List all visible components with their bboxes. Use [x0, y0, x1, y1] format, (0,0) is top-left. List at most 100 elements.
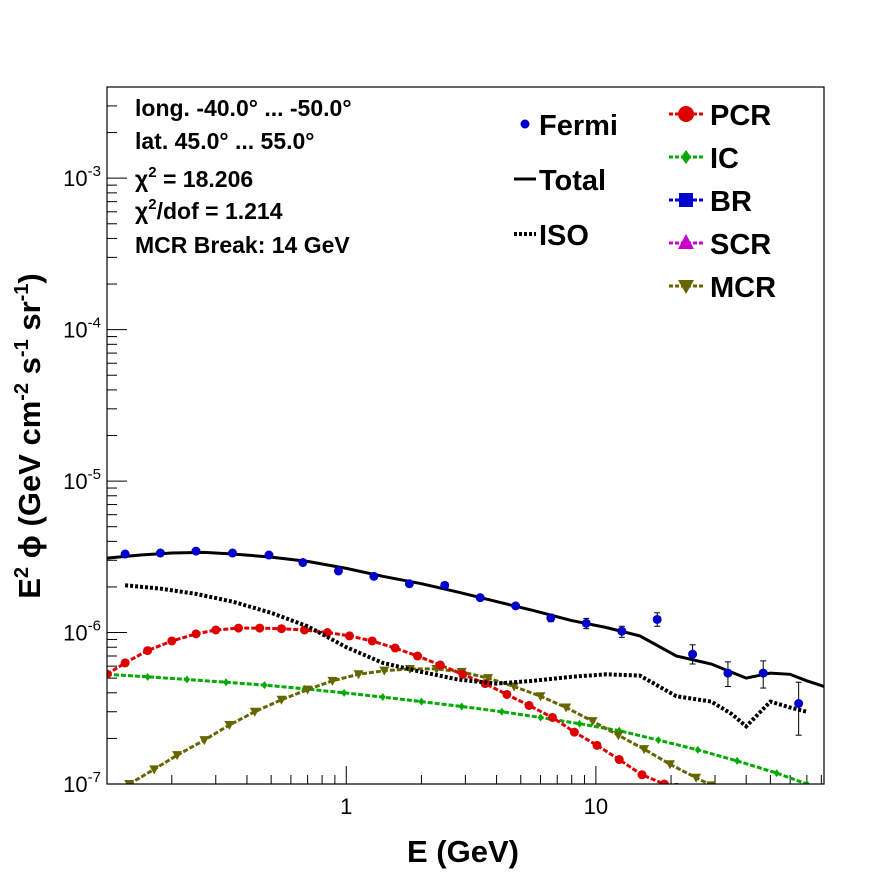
- pcr-point: [502, 689, 512, 699]
- ylabel-phi: ϕ (GeV cm: [12, 401, 47, 567]
- chi2-exponent: 2: [148, 164, 156, 181]
- pcr-point: [413, 651, 423, 661]
- legend-fermi-marker: [520, 119, 530, 129]
- x-tick-label: 1: [340, 794, 352, 819]
- ic-point: [223, 678, 230, 687]
- mcr-point: [276, 695, 287, 705]
- chi2-dof-annotation: χ2/dof = 1.214: [135, 196, 283, 224]
- fermi-point: [723, 668, 733, 678]
- legend-scr-label: SCR: [710, 229, 771, 261]
- legend-mcr-marker: [678, 280, 694, 294]
- mcr-point: [199, 736, 210, 746]
- pcr-point: [344, 631, 354, 641]
- pcr-point: [659, 779, 669, 784]
- ylabel-sup-cm: -2: [11, 383, 33, 401]
- fermi-point: [404, 579, 414, 589]
- mcr-point: [149, 765, 160, 775]
- pcr-point: [524, 700, 534, 710]
- ic-point: [734, 756, 741, 765]
- legend-ic-marker: [681, 150, 691, 164]
- legend-br-marker: [679, 193, 693, 207]
- ic-point: [418, 697, 425, 706]
- chi2-annotation: χ2 = 18.206: [135, 164, 253, 192]
- chi2dof-value: /dof = 1.214: [157, 198, 283, 224]
- legend-scr-marker: [678, 234, 694, 249]
- fermi-point: [369, 571, 379, 581]
- mcr-break-annotation: MCR Break: 14 GeV: [135, 232, 350, 258]
- ic-point: [694, 745, 701, 754]
- mcr-point: [535, 692, 546, 702]
- ic-point: [183, 675, 190, 684]
- ic-point: [458, 702, 465, 711]
- ic-point: [803, 780, 810, 784]
- fermi-point: [227, 548, 237, 558]
- pcr-point: [211, 625, 221, 635]
- fermi-point: [333, 566, 343, 576]
- pcr-point: [255, 623, 265, 633]
- fermi-point: [652, 614, 662, 624]
- mcr-point: [706, 781, 717, 784]
- fermi-point: [440, 580, 450, 590]
- pcr-point: [107, 669, 112, 679]
- mcr-point: [327, 676, 338, 686]
- iso-line: [124, 583, 808, 730]
- chi2-value: = 18.206: [157, 166, 254, 192]
- mcr-point: [379, 666, 390, 676]
- axis-ticks: 1 10 10-7 10-6 10-5 10-4 10-3: [63, 86, 822, 819]
- mcr-point: [172, 751, 183, 761]
- pcr-line: [107, 626, 670, 784]
- ic-point: [498, 707, 505, 716]
- ic-point: [655, 736, 662, 745]
- fermi-point: [298, 558, 308, 568]
- y-tick-label: 10-5: [63, 466, 101, 494]
- y-tick-label: 10-3: [63, 163, 101, 191]
- fermi-point: [155, 548, 165, 558]
- pcr-point: [390, 643, 400, 653]
- fermi-point: [511, 601, 521, 611]
- fermi-point: [758, 668, 768, 678]
- x-axis-title: E (GeV): [407, 834, 519, 869]
- fermi-point: [191, 546, 201, 556]
- mcr-point: [249, 707, 260, 717]
- ylabel-sup-s: -1: [11, 339, 33, 357]
- mcr-point: [124, 780, 135, 784]
- pcr-point: [435, 660, 445, 670]
- y-tick-label: 10-4: [63, 315, 101, 343]
- pcr-point: [191, 629, 201, 639]
- chi-symbol: χ: [135, 198, 149, 224]
- legend-br-label: BR: [710, 186, 752, 218]
- legend-iso-label: ISO: [539, 220, 589, 252]
- fermi-point: [546, 613, 556, 623]
- mcr-point: [639, 745, 650, 755]
- ylabel-close: ): [12, 273, 47, 283]
- pcr-point: [569, 727, 579, 737]
- y-tick-label: 10-6: [63, 618, 101, 646]
- ylabel-s: s: [12, 357, 47, 383]
- fermi-point: [264, 550, 274, 560]
- pcr-point: [614, 755, 624, 765]
- ylabel-sr: sr: [12, 301, 47, 339]
- ylabel-sup-sr: -1: [11, 284, 33, 302]
- mcr-point: [224, 721, 235, 731]
- pcr-point: [458, 669, 468, 679]
- mcr-point: [664, 760, 675, 770]
- ic-point: [537, 713, 544, 722]
- chi2dof-exponent: 2: [148, 196, 156, 213]
- pcr-point: [233, 623, 243, 633]
- ic-point: [144, 672, 151, 681]
- mcr-point: [353, 670, 364, 680]
- y-axis-title: E2 ϕ (GeV cm-2 s-1 sr-1): [11, 273, 47, 599]
- fit-annotations: long. -40.0° ... -50.0° lat. 45.0° ... 5…: [135, 95, 352, 258]
- legend-fermi-label: Fermi: [539, 110, 618, 142]
- fermi-point: [581, 618, 591, 628]
- legend-mcr-label: MCR: [710, 272, 776, 304]
- ic-point: [379, 693, 386, 702]
- series-fermi: [120, 546, 804, 736]
- fermi-point: [688, 649, 698, 659]
- ic-point: [261, 681, 268, 690]
- series-iso: [124, 583, 808, 730]
- legend-total-label: Total: [539, 165, 606, 197]
- fermi-point: [120, 549, 130, 559]
- pcr-point: [276, 624, 286, 634]
